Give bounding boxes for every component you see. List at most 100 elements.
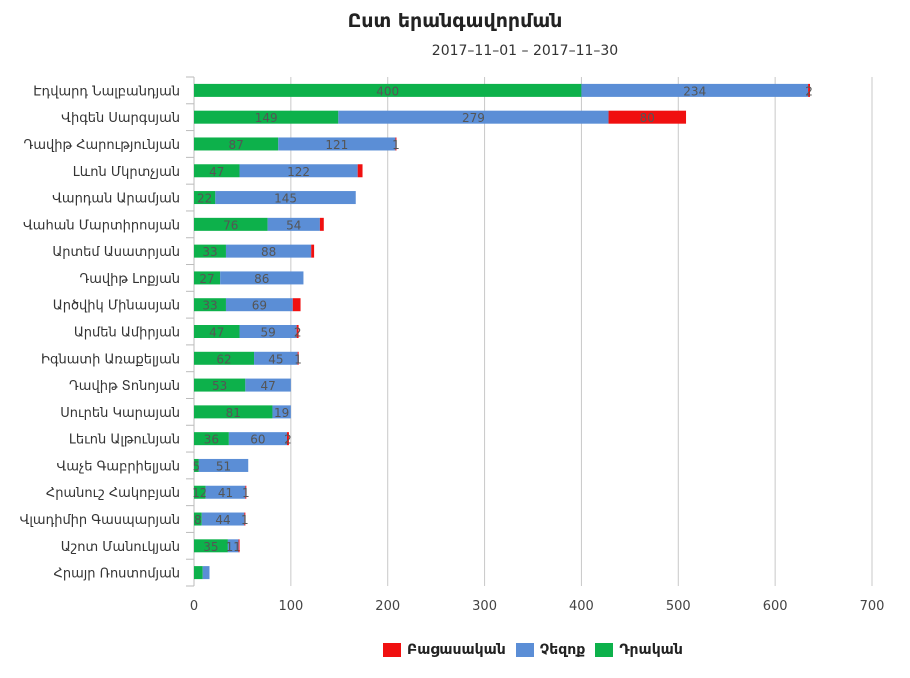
data-label: 60 — [250, 433, 265, 447]
bar-segment — [272, 405, 291, 419]
data-label: 59 — [260, 326, 275, 340]
bar-segment — [245, 485, 247, 499]
y-category-label: Աշոտ Մանուկյան — [61, 540, 180, 555]
data-label: 47 — [209, 165, 224, 179]
data-label: 47 — [209, 326, 224, 340]
data-label: 2 — [294, 326, 302, 340]
data-label: 1 — [392, 138, 400, 152]
bar-segment — [581, 83, 809, 97]
data-label: 33 — [202, 245, 217, 259]
data-label: 81 — [226, 406, 241, 420]
bar-segment — [194, 378, 246, 392]
bar-segment — [227, 539, 239, 553]
bar-segment — [194, 325, 240, 338]
y-category-label: Վարդան Արամյան — [52, 192, 180, 207]
legend-item[interactable]: Դրական — [595, 642, 683, 658]
bar-segment — [205, 485, 246, 499]
bar-segment — [254, 351, 298, 365]
data-label: 36 — [204, 433, 219, 447]
bar-segment — [244, 512, 246, 526]
bar-segment — [338, 110, 609, 124]
bar-segment — [194, 191, 216, 205]
data-label: 33 — [202, 299, 217, 313]
y-category-label: Արծվիկ Մինասյան — [53, 299, 180, 314]
bar-segment — [239, 325, 297, 338]
y-category-label: Դավիթ Հարությունյան — [24, 138, 180, 153]
legend-item[interactable]: Չեզոք — [515, 642, 586, 658]
data-label: 44 — [215, 513, 230, 527]
bar-segment — [808, 83, 811, 97]
legend-swatch — [383, 643, 401, 657]
data-label: 47 — [260, 379, 275, 393]
bar-segment — [228, 432, 287, 446]
data-label: 87 — [228, 138, 243, 152]
y-category-label: Իգնատի Առաքելյան — [41, 352, 180, 367]
y-category-label: Վահան Մարտիրոսյան — [23, 218, 180, 233]
x-tick-label: 700 — [860, 599, 885, 614]
bar-segment — [194, 298, 226, 312]
data-label: 53 — [212, 379, 227, 393]
data-label: 279 — [462, 111, 485, 125]
data-label: 88 — [261, 245, 276, 259]
y-category-label: Լևոն Մկրտչյան — [73, 165, 180, 180]
legend-item[interactable]: Բացասական — [383, 642, 506, 658]
y-category-label: Էդվարդ Նալբանդյան — [33, 84, 180, 99]
data-label: 27 — [199, 272, 214, 286]
bar-segment — [238, 539, 240, 553]
bar-segment — [194, 244, 226, 258]
bar-segment — [194, 271, 221, 285]
bar-segment — [194, 217, 268, 231]
x-tick-label: 200 — [375, 599, 400, 614]
y-category-label: Արտեմ Ասատրյան — [52, 245, 180, 260]
y-category-label: Սուրեն Կարայան — [60, 406, 180, 421]
y-category-label: Դավիթ Տոնոյան — [69, 379, 180, 394]
bar-segment — [225, 244, 312, 258]
bar-segment — [194, 405, 273, 419]
data-label: 145 — [274, 192, 297, 206]
data-label: 1 — [241, 513, 249, 527]
legend-label: Չեզոք — [539, 642, 586, 658]
bar-segment — [245, 378, 291, 392]
y-category-label: Հրանուշ Հակոբյան — [46, 486, 180, 501]
bar-segment — [198, 458, 249, 472]
bar-segment — [319, 217, 324, 231]
y-category-label: Արմեն Ամիրյան — [74, 326, 180, 341]
data-label: 2 — [805, 84, 813, 98]
legend-swatch — [595, 643, 614, 657]
bar-segment — [286, 432, 289, 446]
x-tick-label: 500 — [666, 599, 691, 614]
data-label: 69 — [252, 299, 267, 313]
x-tick-label: 0 — [190, 599, 198, 614]
bar-segment — [194, 137, 279, 151]
bar-segment — [194, 512, 202, 526]
data-label: 234 — [683, 84, 706, 98]
bar-segment — [194, 83, 582, 97]
data-label: 86 — [254, 272, 269, 286]
data-label: 54 — [286, 218, 301, 232]
data-label: 2 — [284, 433, 292, 447]
data-label: 62 — [216, 352, 231, 366]
x-tick-label: 300 — [472, 599, 497, 614]
data-label: 51 — [216, 459, 231, 473]
data-label: 122 — [287, 165, 310, 179]
y-category-label: Վիգեն Սարգսյան — [61, 111, 180, 126]
bar-segment — [395, 137, 397, 151]
y-category-label: Վլադիմիր Գասպարյան — [20, 513, 180, 528]
legend-swatch — [515, 643, 534, 657]
y-category-label: Դավիթ Լոքյան — [79, 272, 180, 287]
bar-segment — [292, 298, 301, 312]
data-label: 19 — [274, 406, 289, 420]
data-label: 12 — [192, 486, 207, 500]
bar-segment — [194, 485, 206, 499]
y-category-label: Հրայր Ռոստոմյան — [54, 567, 180, 582]
data-label: 5 — [193, 459, 201, 473]
bar-segment — [220, 271, 304, 285]
y-category-label: Վաչե Գաբրիելյան — [57, 459, 180, 474]
bar-segment — [194, 110, 339, 124]
bar-segment — [194, 351, 255, 365]
bar-segment — [194, 539, 228, 553]
legend-label: Դրական — [619, 642, 683, 658]
data-label: 1 — [294, 352, 302, 366]
